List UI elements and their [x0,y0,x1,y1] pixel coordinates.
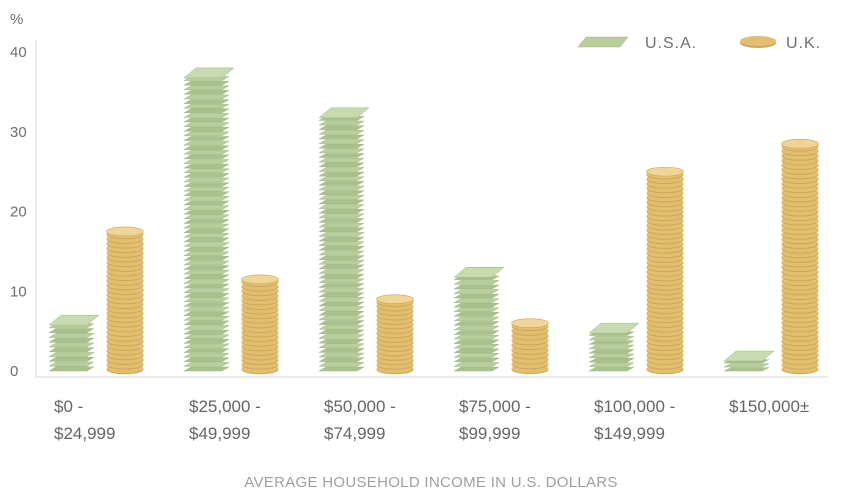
bar-uk [376,294,414,375]
x-tick-label: $99,999 [459,424,520,443]
y-axis-unit-label: % [10,11,23,28]
bar-usa [48,314,100,372]
y-tick-label: 0 [10,363,18,380]
y-tick-label: 30 [10,124,27,141]
bar-uk [106,226,144,375]
x-axis-categories: $0 - $24,999 $25,000 - $49,999 $50,000 - $74,… [54,397,809,443]
bar-usa [723,350,775,372]
legend-uk-label: U.K. [786,35,821,52]
x-tick-label: $24,999 [54,424,115,443]
x-tick-label: $75,000 - [459,397,531,416]
y-tick-label: 20 [10,204,27,221]
bar-usa [453,267,505,372]
y-axis: 0 10 20 30 40 [10,44,27,380]
y-tick-label: 10 [10,283,27,300]
y-tick-label: 40 [10,44,27,61]
x-axis-label: AVERAGE HOUSEHOLD INCOME IN U.S. DOLLARS [244,474,617,491]
x-tick-label: $150,000± [729,397,809,416]
legend: U.S.A. U.K. [577,35,821,52]
bar-uk [511,318,549,375]
bar-usa [183,67,235,372]
x-tick-label: $50,000 - [324,397,396,416]
legend-usa-icon [577,36,629,48]
bars [48,67,819,375]
x-tick-label: $149,999 [594,424,665,443]
bar-uk [646,166,684,375]
x-tick-label: $0 - [54,397,83,416]
x-tick-label: $100,000 - [594,397,675,416]
bar-uk [241,274,279,375]
legend-usa-label: U.S.A. [645,35,697,52]
bar-usa [588,322,640,372]
bar-uk [781,138,819,375]
legend-uk-icon [740,36,776,48]
x-tick-label: $25,000 - [189,397,261,416]
x-tick-label: $74,999 [324,424,385,443]
x-tick-label: $49,999 [189,424,250,443]
bar-usa [318,107,370,372]
